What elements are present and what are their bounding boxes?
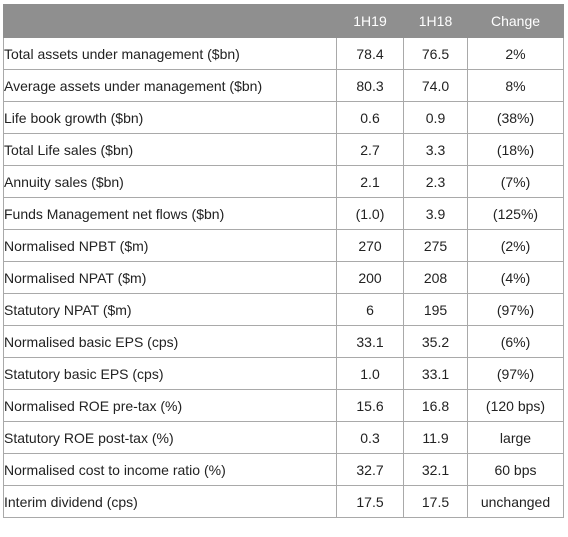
header-1h19: 1H19 <box>336 4 404 38</box>
row-value-1h19: 1.0 <box>336 357 404 390</box>
row-label: Normalised NPBT ($m) <box>3 229 337 262</box>
row-label: Normalised NPAT ($m) <box>3 261 337 294</box>
row-change: (38%) <box>467 101 564 134</box>
row-value-1h18: 33.1 <box>403 357 468 390</box>
row-label: Total Life sales ($bn) <box>3 133 337 166</box>
row-change: (97%) <box>467 357 564 390</box>
row-value-1h18: 76.5 <box>403 37 468 70</box>
row-value-1h19: 270 <box>336 229 404 262</box>
row-value-1h19: 33.1 <box>336 325 404 358</box>
row-value-1h18: 275 <box>403 229 468 262</box>
row-label: Statutory basic EPS (cps) <box>3 357 337 390</box>
row-label: Normalised ROE pre-tax (%) <box>3 389 337 422</box>
table-header-row: 1H19 1H18 Change <box>3 4 564 38</box>
row-label: Average assets under management ($bn) <box>3 69 337 102</box>
table-row: Average assets under management ($bn) 80.… <box>3 69 564 102</box>
row-change: 60 bps <box>467 453 564 486</box>
row-value-1h18: 3.3 <box>403 133 468 166</box>
row-value-1h18: 35.2 <box>403 325 468 358</box>
row-value-1h19: 78.4 <box>336 37 404 70</box>
row-label: Annuity sales ($bn) <box>3 165 337 198</box>
table-row: Total assets under management ($bn) 78.4 7… <box>3 37 564 70</box>
table-row: Interim dividend (cps) 17.5 17.5 unchanged <box>3 485 564 518</box>
row-change: 2% <box>467 37 564 70</box>
row-value-1h18: 2.3 <box>403 165 468 198</box>
row-value-1h18: 11.9 <box>403 421 468 454</box>
row-value-1h18: 17.5 <box>403 485 468 518</box>
table-row: Annuity sales ($bn) 2.1 2.3 (7%) <box>3 165 564 198</box>
row-value-1h19: 2.7 <box>336 133 404 166</box>
row-value-1h19: 0.3 <box>336 421 404 454</box>
row-value-1h18: 195 <box>403 293 468 326</box>
row-change: 8% <box>467 69 564 102</box>
row-change: large <box>467 421 564 454</box>
row-label: Normalised basic EPS (cps) <box>3 325 337 358</box>
row-value-1h18: 32.1 <box>403 453 468 486</box>
row-label: Interim dividend (cps) <box>3 485 337 518</box>
table-row: Funds Management net flows ($bn) (1.0) 3.9… <box>3 197 564 230</box>
table-row: Normalised basic EPS (cps) 33.1 35.2 (6%) <box>3 325 564 358</box>
row-change: (125%) <box>467 197 564 230</box>
row-change: (120 bps) <box>467 389 564 422</box>
table-row: Normalised NPBT ($m) 270 275 (2%) <box>3 229 564 262</box>
table-row: Normalised ROE pre-tax (%) 15.6 16.8 (120 b… <box>3 389 564 422</box>
table-row: Normalised cost to income ratio (%) 32.7 3… <box>3 453 564 486</box>
row-label: Total assets under management ($bn) <box>3 37 337 70</box>
row-change: (7%) <box>467 165 564 198</box>
row-value-1h19: 15.6 <box>336 389 404 422</box>
table-row: Total Life sales ($bn) 2.7 3.3 (18%) <box>3 133 564 166</box>
table-row: Statutory ROE post-tax (%) 0.3 11.9 large <box>3 421 564 454</box>
row-value-1h18: 208 <box>403 261 468 294</box>
row-value-1h18: 3.9 <box>403 197 468 230</box>
row-label: Statutory NPAT ($m) <box>3 293 337 326</box>
row-change: (6%) <box>467 325 564 358</box>
row-change: (2%) <box>467 229 564 262</box>
row-value-1h19: 32.7 <box>336 453 404 486</box>
row-change: (97%) <box>467 293 564 326</box>
table-row: Normalised NPAT ($m) 200 208 (4%) <box>3 261 564 294</box>
row-value-1h19: 6 <box>336 293 404 326</box>
table-body: Total assets under management ($bn) 78.4 7… <box>3 37 564 518</box>
row-value-1h18: 16.8 <box>403 389 468 422</box>
row-value-1h19: 17.5 <box>336 485 404 518</box>
row-value-1h19: 0.6 <box>336 101 404 134</box>
header-blank <box>3 4 337 38</box>
row-label: Funds Management net flows ($bn) <box>3 197 337 230</box>
row-value-1h18: 0.9 <box>403 101 468 134</box>
row-change: (4%) <box>467 261 564 294</box>
row-change: (18%) <box>467 133 564 166</box>
row-value-1h19: 80.3 <box>336 69 404 102</box>
row-label: Statutory ROE post-tax (%) <box>3 421 337 454</box>
row-change: unchanged <box>467 485 564 518</box>
row-value-1h18: 74.0 <box>403 69 468 102</box>
row-value-1h19: 200 <box>336 261 404 294</box>
table-row: Life book growth ($bn) 0.6 0.9 (38%) <box>3 101 564 134</box>
header-change: Change <box>467 4 564 38</box>
row-value-1h19: (1.0) <box>336 197 404 230</box>
header-1h18: 1H18 <box>403 4 468 38</box>
table-row: Statutory basic EPS (cps) 1.0 33.1 (97%) <box>3 357 564 390</box>
financial-results-table: 1H19 1H18 Change Total assets under mana… <box>3 4 564 518</box>
table-row: Statutory NPAT ($m) 6 195 (97%) <box>3 293 564 326</box>
row-label: Life book growth ($bn) <box>3 101 337 134</box>
row-label: Normalised cost to income ratio (%) <box>3 453 337 486</box>
row-value-1h19: 2.1 <box>336 165 404 198</box>
